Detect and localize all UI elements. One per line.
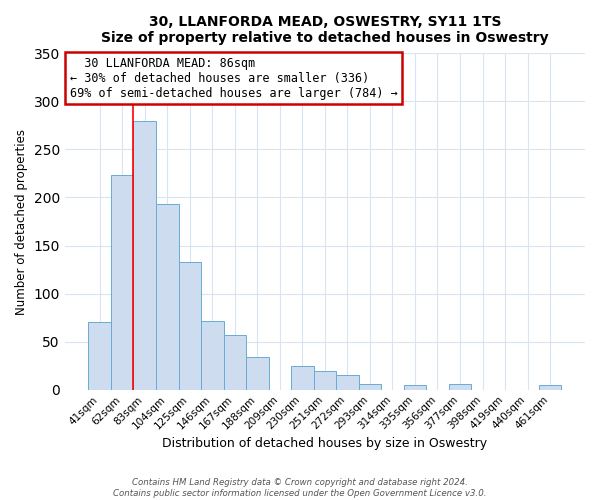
Bar (111, 176, 133, 390)
Bar (201, 320, 224, 390)
Bar (314, 370, 336, 390)
Bar (179, 262, 201, 390)
Bar (224, 335, 246, 390)
X-axis label: Distribution of detached houses by size in Oswestry: Distribution of detached houses by size … (163, 437, 487, 450)
Text: 30 LLANFORDA MEAD: 86sqm  
← 30% of detached houses are smaller (336)
69% of sem: 30 LLANFORDA MEAD: 86sqm ← 30% of detach… (70, 56, 398, 100)
Bar (156, 204, 179, 390)
Y-axis label: Number of detached properties: Number of detached properties (15, 128, 28, 314)
Bar (449, 384, 471, 390)
Bar (246, 357, 269, 390)
Bar (291, 366, 314, 390)
Bar (336, 376, 359, 390)
Title: 30, LLANFORDA MEAD, OSWESTRY, SY11 1TS
Size of property relative to detached hou: 30, LLANFORDA MEAD, OSWESTRY, SY11 1TS S… (101, 15, 549, 45)
Bar (359, 384, 381, 390)
Bar (88, 322, 111, 390)
Bar (133, 120, 156, 390)
Text: Contains HM Land Registry data © Crown copyright and database right 2024.
Contai: Contains HM Land Registry data © Crown c… (113, 478, 487, 498)
Bar (539, 385, 562, 390)
Bar (404, 385, 426, 390)
